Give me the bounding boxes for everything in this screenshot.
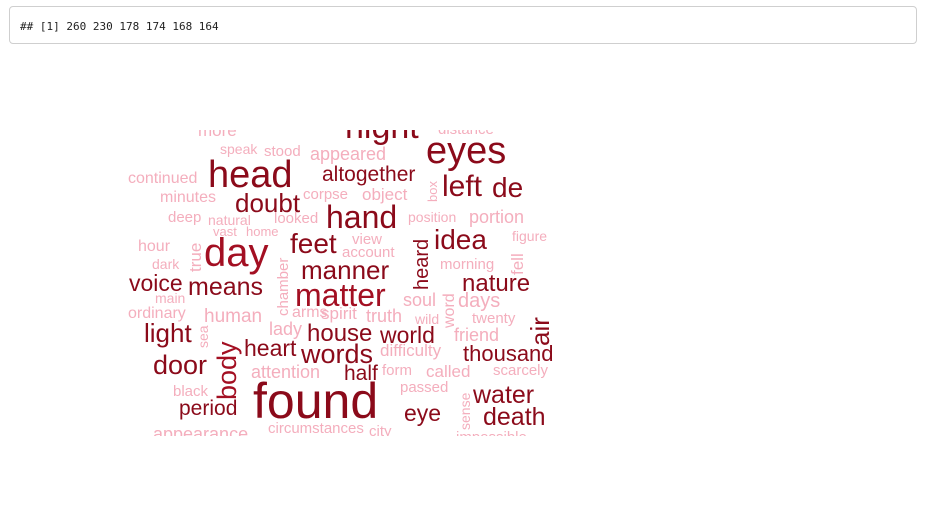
word-impossible: impossible — [456, 430, 527, 436]
word-words: words — [301, 339, 374, 369]
word-true: true — [186, 242, 205, 272]
word-twenty: twenty — [472, 310, 516, 327]
word-eye: eye — [404, 400, 442, 426]
word-corpse: corpse — [303, 186, 349, 203]
word-thousand: thousand — [463, 341, 554, 366]
word-passed: passed — [400, 379, 449, 396]
word-natural: natural — [208, 212, 251, 228]
word-found: found — [253, 373, 379, 429]
word-arms: arms — [292, 304, 328, 321]
word-eyes: eyes — [426, 130, 507, 172]
word-idea: idea — [434, 224, 487, 255]
word-morning: morning — [440, 256, 495, 273]
word-attention: attention — [251, 362, 321, 382]
word-night: night — [345, 130, 419, 144]
word-hand: hand — [326, 199, 398, 235]
word-difficulty: difficulty — [380, 341, 442, 360]
word-soul: soul — [403, 290, 437, 310]
word-box: box — [425, 181, 440, 202]
word-heard: heard — [411, 238, 433, 290]
word-door: door — [153, 350, 208, 380]
word-dark: dark — [152, 256, 180, 272]
word-friend: friend — [454, 325, 500, 345]
word-spirit: spirit — [321, 304, 357, 323]
word-black: black — [173, 383, 209, 400]
word-scarcely: scarcely — [493, 362, 549, 379]
word-form: form — [382, 362, 412, 379]
word-ordinary: ordinary — [128, 305, 186, 322]
word-home: home — [246, 224, 279, 239]
word-object: object — [362, 185, 408, 204]
word-altogether: altogether — [322, 163, 416, 186]
word-main: main — [155, 290, 186, 306]
word-light: light — [144, 318, 192, 348]
word-head: head — [208, 154, 293, 196]
word-period: period — [179, 397, 238, 420]
word-world: world — [380, 322, 435, 348]
word-account: account — [342, 244, 395, 261]
word-day: day — [204, 231, 269, 275]
word-deep: deep — [168, 209, 202, 226]
word-speak: speak — [220, 141, 258, 157]
word-days: days — [458, 290, 501, 312]
word-feet: feet — [290, 228, 337, 259]
word-called: called — [426, 362, 471, 381]
word-looked: looked — [274, 210, 319, 227]
word-continued: continued — [128, 170, 198, 187]
word-water: water — [473, 381, 535, 409]
word-body: body — [212, 341, 242, 400]
console-output-box: ## [1] 260 230 178 174 168 164 — [9, 6, 917, 44]
word-sense: sense — [457, 392, 473, 430]
word-heart: heart — [244, 335, 297, 361]
word-vast: vast — [213, 224, 237, 239]
word-manner: manner — [301, 255, 390, 285]
word-chamber: chamber — [275, 257, 292, 316]
word-circumstances: circumstances — [268, 420, 364, 436]
word-human: human — [204, 306, 263, 327]
word-matter: matter — [295, 277, 386, 313]
word-wild: wild — [415, 311, 440, 327]
word-stood: stood — [264, 143, 301, 160]
word-lady: lady — [269, 319, 303, 339]
word-left: left — [442, 170, 483, 203]
word-death: death — [483, 403, 546, 431]
word-house: house — [307, 320, 373, 347]
word-position: position — [408, 209, 457, 225]
word-sea: sea — [195, 325, 211, 348]
word-view: view — [352, 231, 383, 248]
word-distance: distance — [438, 130, 494, 137]
word-nature: nature — [462, 270, 531, 297]
word-truth: truth — [366, 306, 403, 326]
word-doubt: doubt — [235, 188, 301, 218]
word-de: de — [492, 172, 524, 203]
word-means: means — [188, 273, 264, 301]
word-appearance: appearance — [153, 424, 249, 436]
word-appeared: appeared — [310, 144, 387, 164]
word-city: city — [369, 423, 392, 436]
console-output-text: ## [1] 260 230 178 174 168 164 — [20, 20, 219, 33]
word-figure: figure — [512, 228, 548, 244]
word-cloud: more night distance eyes speak stood app… — [120, 130, 560, 436]
word-portion: portion — [469, 207, 525, 227]
word-more: more — [198, 130, 237, 140]
word-word: word — [441, 293, 458, 328]
word-hour: hour — [138, 238, 171, 255]
word-half: half — [344, 362, 378, 385]
word-voice: voice — [129, 270, 183, 296]
word-minutes: minutes — [160, 189, 217, 206]
